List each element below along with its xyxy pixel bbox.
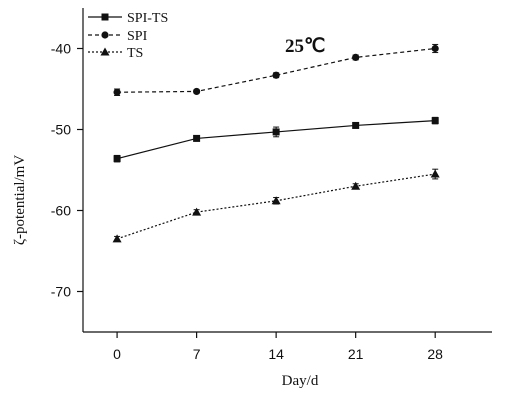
data-point [271,196,281,205]
data-point [113,88,121,96]
data-point [272,71,280,79]
chart-annotation: 25℃ [285,36,325,57]
y-tick-label: -70 [51,284,71,300]
data-point [113,155,121,163]
series-spi [113,43,439,96]
data-point [193,134,201,142]
data-point [192,207,202,216]
legend-label: SPI [127,29,148,44]
legend-marker [100,47,110,56]
x-tick-label: 7 [193,346,201,362]
series-line-spi [117,47,436,93]
data-point [431,44,439,53]
x-tick-label: 28 [427,346,443,362]
x-tick-label: 21 [348,346,364,362]
data-point [431,117,439,125]
y-axis-title: ζ-potential/mV [12,155,28,246]
data-point [351,181,361,190]
data-point [193,87,201,96]
legend-marker [101,13,109,21]
series-line-spi-ts [116,119,436,160]
data-point [112,234,122,243]
data-point [352,53,360,62]
data-point [352,121,360,129]
legend-marker [101,31,109,39]
x-tick-label: 0 [113,346,121,362]
series-spi-ts [113,116,439,163]
data-point [272,128,280,136]
data-point [430,169,440,178]
y-tick-label: -50 [51,122,71,138]
series-line-ts [116,173,436,240]
y-tick-label: -60 [51,203,71,219]
y-tick-label: -40 [51,41,71,57]
series-ts [112,168,440,243]
x-axis-title: Day/d [282,373,319,389]
legend-label: TS [127,46,143,61]
x-tick-label: 14 [268,346,284,362]
legend-label: SPI-TS [127,11,168,26]
